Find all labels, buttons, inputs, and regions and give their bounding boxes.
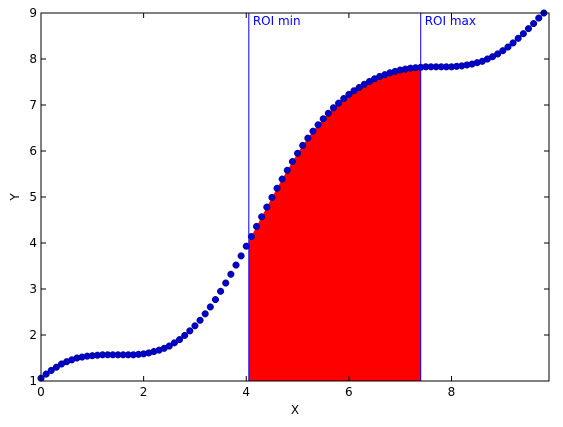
data-point	[201, 310, 209, 318]
data-point	[324, 109, 332, 117]
data-point	[191, 322, 199, 330]
data-point	[176, 336, 184, 344]
data-point	[222, 279, 230, 287]
y-tick-label: 3	[29, 282, 37, 296]
roi-max-label: ROI max	[425, 14, 476, 28]
axis-ticks: 0 2 4 6 8 1 2 3 4 5 6 7 8 9	[29, 6, 549, 399]
x-axis-label: X	[291, 403, 299, 417]
data-point	[504, 43, 512, 51]
data-point	[304, 134, 312, 142]
data-point	[530, 20, 538, 28]
roi-min-label: ROI min	[253, 14, 301, 28]
data-point	[206, 303, 214, 311]
data-point	[247, 233, 255, 241]
data-point	[232, 261, 240, 269]
y-tick-label: 1	[29, 374, 37, 388]
data-point	[227, 270, 235, 278]
data-point	[52, 363, 60, 371]
data-point	[258, 213, 266, 221]
data-point	[170, 339, 178, 347]
data-point	[217, 287, 225, 295]
data-point	[340, 95, 348, 103]
data-point	[299, 141, 307, 150]
data-point	[314, 121, 322, 129]
data-point	[263, 203, 271, 211]
data-point	[294, 149, 302, 157]
data-point	[494, 50, 502, 58]
data-point	[288, 158, 296, 166]
data-point	[268, 193, 276, 202]
data-point	[196, 316, 204, 324]
data-point	[181, 331, 189, 340]
data-point	[350, 87, 358, 95]
y-tick-label: 6	[29, 144, 37, 158]
y-tick-label: 2	[29, 328, 37, 342]
data-point	[329, 104, 338, 112]
data-point	[211, 296, 220, 304]
data-point	[514, 34, 522, 42]
data-point	[355, 83, 363, 92]
data-point	[42, 370, 50, 378]
data-point	[309, 127, 317, 135]
x-tick-label: 4	[242, 385, 250, 399]
data-point	[319, 115, 327, 123]
data-point	[186, 327, 194, 335]
data-point	[499, 47, 507, 55]
data-point	[509, 39, 517, 47]
y-axis-label: Y	[8, 193, 22, 202]
data-point	[283, 166, 291, 174]
data-point	[278, 175, 286, 183]
data-point	[237, 252, 245, 260]
data-point	[524, 25, 533, 33]
data-point	[47, 366, 55, 374]
x-tick-label: 6	[345, 385, 353, 399]
data-point	[273, 184, 281, 192]
roi-filled-area	[248, 67, 421, 381]
x-tick-label: 2	[140, 385, 148, 399]
data-points	[37, 9, 548, 382]
roi-markers: ROI min ROI max	[248, 13, 476, 381]
y-tick-label: 9	[29, 6, 37, 20]
data-point	[335, 99, 343, 107]
data-point	[242, 242, 250, 250]
roi-fill-layer	[248, 67, 421, 381]
data-point	[252, 222, 261, 230]
data-point	[345, 90, 353, 98]
y-tick-label: 5	[29, 190, 37, 204]
data-point	[519, 30, 527, 38]
x-tick-label: 8	[448, 385, 456, 399]
y-tick-label: 8	[29, 52, 37, 66]
x-tick-label: 0	[37, 385, 45, 399]
y-tick-label: 7	[29, 98, 37, 112]
data-point	[165, 342, 173, 350]
data-point	[535, 14, 543, 22]
y-tick-label: 4	[29, 236, 37, 250]
